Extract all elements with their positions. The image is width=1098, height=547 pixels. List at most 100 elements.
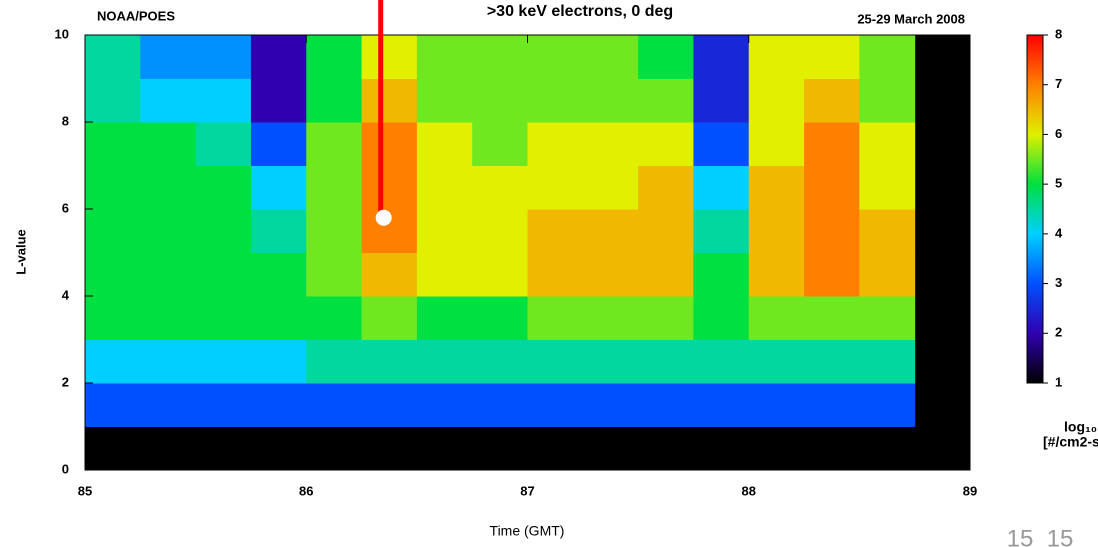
heatmap-cell	[195, 296, 252, 340]
x-axis-label: Time (GMT)	[490, 523, 565, 539]
heatmap-cell	[582, 165, 639, 210]
heatmap-cell	[250, 122, 307, 166]
heatmap-cell	[859, 339, 916, 384]
heatmap-cell	[527, 426, 584, 471]
heatmap-cell	[250, 165, 307, 210]
heatmap-cell	[416, 252, 473, 297]
heatmap-cell	[859, 252, 916, 297]
heatmap-cell	[250, 252, 307, 297]
x-tick-label: 86	[299, 483, 313, 498]
heatmap-cell	[140, 122, 197, 166]
heatmap-cell	[85, 383, 141, 427]
heatmap-cell	[859, 78, 916, 123]
heatmap-cell	[748, 122, 805, 166]
heatmap-cell	[306, 35, 363, 79]
heatmap-cell	[859, 122, 916, 166]
heatmap-cell	[693, 252, 750, 297]
heatmap-cell	[638, 35, 694, 79]
heatmap-cell	[472, 339, 528, 384]
y-tick-label: 2	[62, 374, 69, 389]
heatmap-cell	[361, 339, 418, 384]
heatmap-cell	[361, 252, 418, 297]
x-tick-label: 88	[742, 483, 756, 498]
heatmap-cell	[804, 426, 860, 471]
heatmap-cell	[140, 383, 197, 427]
heatmap-cell	[85, 426, 141, 471]
colorbar-frame	[1026, 34, 1044, 384]
heatmap-cell	[638, 426, 694, 471]
heatmap-cell	[416, 165, 473, 210]
heatmap-cell	[527, 252, 584, 297]
heatmap-cell	[804, 252, 860, 297]
heatmap-cell	[361, 78, 418, 123]
heatmap-cell	[804, 165, 860, 210]
y-tick-label: 8	[62, 113, 69, 128]
heatmap-cell	[85, 252, 141, 297]
heatmap-cell	[693, 35, 750, 79]
heatmap-cell	[250, 78, 307, 123]
heatmap-cell	[306, 383, 363, 427]
heatmap-cell	[472, 78, 528, 123]
heatmap-cell	[527, 165, 584, 210]
heatmap-cell	[85, 209, 141, 253]
heatmap-cell	[638, 252, 694, 297]
heatmap-cell	[195, 339, 252, 384]
heatmap-cell	[472, 35, 528, 79]
heatmap-cell	[748, 252, 805, 297]
y-axis-label: L-value	[13, 229, 28, 275]
heatmap-cell	[250, 35, 307, 79]
heatmap-cell	[85, 165, 141, 210]
heatmap-cell	[416, 383, 473, 427]
heatmap-cell	[472, 165, 528, 210]
heatmap-cell	[361, 383, 418, 427]
heatmap-cell	[693, 209, 750, 253]
heatmap-cell	[804, 35, 860, 79]
left-title: NOAA/POES	[97, 8, 175, 23]
heatmap-cell	[859, 165, 916, 210]
heatmap-cell	[85, 78, 141, 123]
heatmap-cell	[748, 339, 805, 384]
x-tick-label: 87	[520, 483, 534, 498]
colorbar-label: log₁₀ flux	[1064, 419, 1098, 435]
heatmap-cell	[748, 78, 805, 123]
heatmap-cell	[804, 296, 860, 340]
heatmap-cell	[472, 296, 528, 340]
heatmap-cell	[306, 296, 363, 340]
colorbar-tick-label: 5	[1055, 176, 1062, 191]
heatmap-cell	[582, 339, 639, 384]
heatmap-cell	[140, 339, 197, 384]
heatmap-cell	[638, 78, 694, 123]
right-title: 25-29 March 2008	[857, 11, 965, 26]
heatmap-cell	[195, 122, 252, 166]
heatmap-cell	[748, 383, 805, 427]
heatmap-cell	[416, 122, 473, 166]
heatmap-cell	[472, 383, 528, 427]
heatmap-cell	[527, 35, 584, 79]
heatmap-cell	[527, 209, 584, 253]
heatmap-cell	[527, 122, 584, 166]
colorbar-label: [#/cm2-sec]	[1043, 434, 1098, 450]
heatmap-cell	[416, 78, 473, 123]
heatmap-cell	[361, 165, 418, 210]
heatmap-cell	[804, 78, 860, 123]
heatmap-cell	[472, 209, 528, 253]
heatmap-cell	[195, 209, 252, 253]
heatmap-cell	[416, 296, 473, 340]
x-tick-label: 85	[78, 483, 92, 498]
heatmap-cell	[195, 165, 252, 210]
heatmap-cell	[693, 78, 750, 123]
heatmap-cell	[748, 296, 805, 340]
chart-title: >30 keV electrons, 0 deg	[487, 3, 673, 20]
colorbar-tick-label: 6	[1055, 126, 1062, 141]
heatmap-cell	[693, 122, 750, 166]
heatmap-cell	[582, 78, 639, 123]
heatmap-cell	[306, 165, 363, 210]
heatmap-cell	[748, 165, 805, 210]
heatmap-cell	[140, 165, 197, 210]
heatmap-cell	[361, 426, 418, 471]
heatmap-cell	[582, 35, 639, 79]
x-tick-label: 89	[963, 483, 977, 498]
heatmap-cell	[306, 339, 363, 384]
page-number: 15	[1047, 525, 1074, 547]
heatmap-cell	[472, 122, 528, 166]
